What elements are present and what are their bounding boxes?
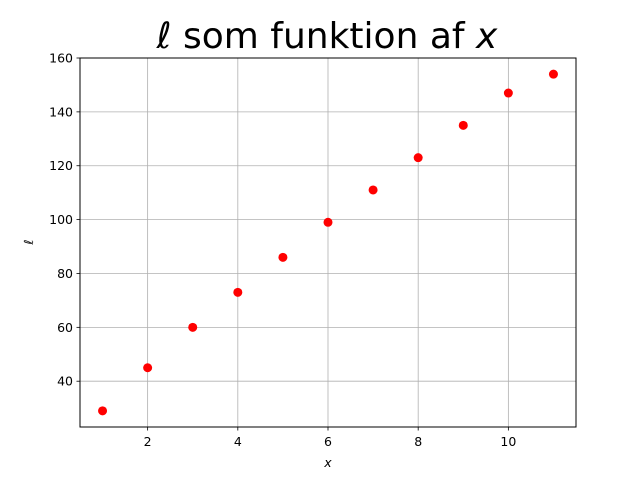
- y-axis-label: ℓ: [21, 239, 36, 245]
- data-point: [503, 88, 513, 98]
- y-tick-label: 160: [49, 51, 73, 66]
- y-tick-label: 120: [49, 158, 73, 173]
- data-point: [323, 217, 333, 227]
- ticks-layer: 2 4 6 8 10 40 60 80 100 120 140 160: [49, 51, 516, 450]
- x-tick-label: 4: [234, 434, 242, 449]
- y-tick-label: 40: [57, 374, 73, 389]
- title-middle: som funktion af: [172, 16, 476, 57]
- grid-layer: [80, 57, 576, 427]
- y-tick-label: 100: [49, 212, 73, 227]
- x-tick-label: 6: [324, 434, 332, 449]
- data-point: [368, 185, 378, 195]
- data-point: [458, 120, 468, 130]
- x-tick-label: 2: [144, 434, 152, 449]
- x-tick-label: 8: [414, 434, 422, 449]
- points-layer: [98, 69, 558, 416]
- data-point: [278, 252, 288, 262]
- data-point: [233, 287, 243, 297]
- title-symbol: ℓ: [156, 16, 172, 57]
- y-tick-label: 80: [57, 266, 73, 281]
- x-tick-label: 10: [500, 434, 516, 449]
- data-point: [413, 153, 423, 163]
- y-tick-label: 60: [57, 320, 73, 335]
- data-point: [548, 69, 558, 79]
- title-variable: x: [475, 16, 498, 57]
- data-point: [143, 363, 153, 373]
- chart-title: ℓ som funktion af x: [156, 16, 498, 57]
- data-point: [188, 322, 198, 332]
- data-point: [98, 406, 108, 416]
- x-axis-label: x: [323, 455, 332, 470]
- y-tick-label: 140: [49, 104, 73, 119]
